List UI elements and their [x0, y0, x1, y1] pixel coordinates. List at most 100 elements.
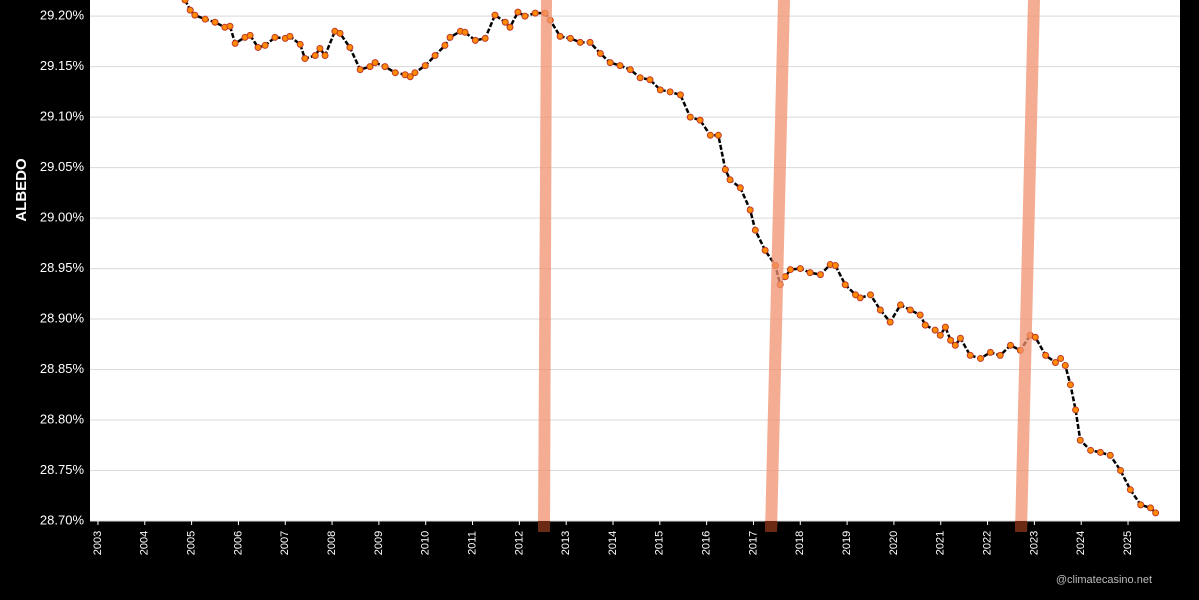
data-point — [296, 40, 304, 48]
data-point — [1051, 358, 1059, 366]
data-point — [421, 62, 429, 70]
y-tick-label: 28.90% — [40, 310, 85, 325]
data-line — [183, 0, 1157, 514]
watermark: @climatecasino.net — [1056, 574, 1152, 586]
y-tick-label: 28.75% — [40, 462, 85, 477]
data-point — [1126, 486, 1134, 494]
data-point — [1007, 341, 1015, 349]
data-point — [951, 341, 959, 349]
y-tick-label: 28.80% — [40, 411, 85, 426]
data-point — [726, 176, 734, 184]
data-point — [261, 41, 269, 49]
data-point — [446, 33, 454, 41]
data-point — [706, 131, 714, 139]
x-tick-label: 2013 — [560, 531, 572, 555]
data-point — [1106, 451, 1114, 459]
data-point — [271, 33, 279, 41]
x-tick-label: 2025 — [1122, 531, 1134, 555]
data-point — [201, 15, 209, 23]
x-tick-label: 2003 — [92, 531, 104, 555]
data-point — [916, 311, 924, 319]
data-point — [1042, 351, 1050, 359]
data-point — [431, 52, 439, 60]
data-point — [566, 34, 574, 42]
data-point — [656, 86, 664, 94]
data-point — [596, 50, 604, 58]
data-point — [696, 116, 704, 124]
data-point — [1117, 467, 1125, 475]
x-tick-label: 2009 — [373, 531, 385, 555]
data-point — [626, 66, 634, 74]
data-point — [841, 281, 849, 289]
data-point — [316, 44, 324, 52]
axes: 28.70% 28.75% 28.80% 28.85% 28.90% 28.95% 29.0… — [40, 8, 1134, 556]
data-point — [246, 31, 254, 39]
x-tick-label: 2020 — [888, 531, 900, 555]
data-point — [441, 41, 449, 49]
x-tick-label: 2024 — [1075, 531, 1087, 555]
highlight-band — [538, 0, 552, 532]
data-point — [531, 9, 539, 17]
data-point — [831, 262, 839, 270]
x-tick-label: 2023 — [1028, 531, 1040, 555]
data-point — [896, 301, 904, 309]
data-point — [586, 38, 594, 46]
data-point — [947, 336, 955, 344]
data-point — [1152, 509, 1160, 517]
plot-area — [90, 0, 1180, 521]
data-point — [556, 32, 564, 40]
x-tick-label: 2011 — [466, 531, 478, 555]
y-tick-label: 29.05% — [40, 159, 85, 174]
data-point — [616, 62, 624, 70]
data-point — [411, 69, 419, 77]
x-tick-label: 2014 — [607, 531, 619, 555]
x-tick-label: 2005 — [186, 531, 198, 555]
data-point — [481, 34, 489, 42]
data-point — [714, 131, 722, 139]
data-point — [186, 6, 194, 14]
data-point — [966, 351, 974, 359]
data-point — [746, 206, 754, 214]
data-point — [191, 11, 199, 19]
x-tick-label: 2012 — [513, 531, 525, 555]
x-tick-label: 2019 — [841, 531, 853, 555]
data-point — [521, 12, 529, 20]
data-point — [1066, 381, 1074, 389]
data-point — [1061, 362, 1069, 370]
band-foot — [1015, 521, 1027, 532]
data-point — [356, 66, 364, 74]
data-point — [576, 38, 584, 46]
data-point — [646, 76, 654, 84]
x-tick-label: 2015 — [654, 531, 666, 555]
y-tick-label: 29.00% — [40, 210, 85, 225]
x-tick-label: 2018 — [794, 531, 806, 555]
x-tick-label: 2021 — [935, 531, 947, 555]
data-point — [406, 73, 414, 81]
data-point — [381, 63, 389, 71]
y-tick-label: 29.10% — [40, 109, 85, 124]
y-tick-label: 29.20% — [40, 8, 85, 23]
data-point — [806, 269, 814, 277]
data-point — [977, 354, 985, 362]
data-point — [816, 271, 824, 279]
x-tick-label: 2006 — [232, 531, 244, 555]
x-tick-label: 2007 — [279, 531, 291, 555]
data-point — [856, 294, 864, 302]
data-point — [391, 69, 399, 77]
data-point — [371, 59, 379, 67]
data-point — [786, 266, 794, 274]
data-point — [986, 348, 994, 356]
data-point — [491, 11, 499, 19]
data-point — [606, 59, 614, 67]
data-point — [336, 29, 344, 37]
data-point — [286, 32, 294, 40]
data-point — [1057, 354, 1065, 362]
data-point — [211, 18, 219, 26]
data-point — [876, 306, 884, 314]
x-tick-label: 2017 — [747, 531, 759, 555]
data-point — [936, 331, 944, 339]
data-point — [506, 23, 514, 31]
data-point — [921, 321, 929, 329]
data-point — [796, 265, 804, 273]
